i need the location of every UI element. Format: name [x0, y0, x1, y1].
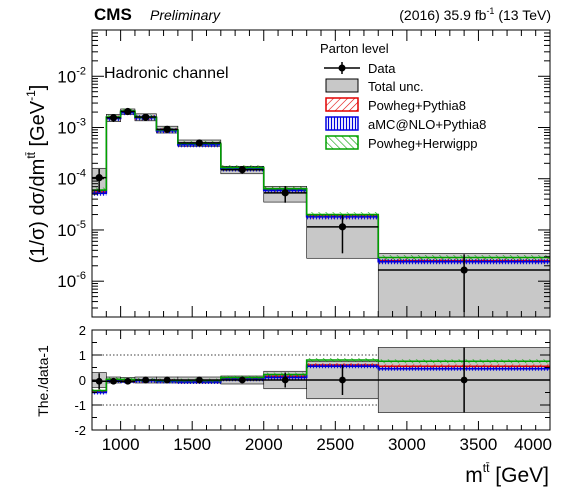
y-tick-base: 10	[57, 221, 76, 240]
ratio-y-axis-label: The./data-1	[35, 345, 51, 417]
legend-total-unc-swatch	[325, 78, 359, 93]
lumi-label: (2016) 35.9 fb-1 (13 TeV)	[399, 6, 551, 23]
data-point	[142, 113, 150, 121]
y-label-sup: tt̄	[24, 151, 38, 158]
y-label-close: ]	[27, 85, 49, 91]
legend-data-marker	[338, 64, 346, 72]
data-point	[95, 174, 103, 182]
legend-entry-amcnlo-pythia8: aMC@NLO+Pythia8	[325, 116, 486, 132]
ratio-y-ticks: -2 -1 0 1 2	[74, 323, 550, 438]
x-tick-label: 1000	[102, 435, 140, 454]
y-tick-label: 10-5	[57, 219, 86, 240]
x-label-unit: [GeV]	[489, 464, 549, 487]
channel-label: Hadronic channel	[104, 65, 229, 82]
main-y-ticks: 10-610-510-410-310-2	[57, 29, 550, 318]
legend-entry-data: Data	[324, 61, 396, 76]
ratio-data-point	[238, 376, 246, 384]
ratio-data-point	[281, 376, 289, 384]
status-label: Preliminary	[150, 7, 221, 23]
legend-label-total-unc: Total unc.	[368, 79, 424, 94]
x-tick-label: 3000	[388, 435, 426, 454]
legend-label-powheg-pythia8: Powheg+Pythia8	[368, 98, 466, 113]
y-tick-exp: -4	[76, 168, 86, 180]
data-point	[460, 266, 468, 274]
data-point	[281, 189, 289, 197]
x-tick-label: 2500	[316, 435, 354, 454]
ratio-data-point	[460, 376, 468, 384]
powheg-herwigpp-line	[92, 110, 550, 259]
main-x-ticks	[91, 30, 551, 317]
y-tick-exp: -6	[76, 270, 86, 282]
y-tick-exp: -5	[76, 219, 86, 231]
y-tick-label: 10-2	[57, 65, 86, 86]
legend-powheg-pythia8-swatch	[325, 97, 359, 112]
ratio-data-point	[142, 376, 150, 384]
x-tick-label: 2000	[245, 435, 283, 454]
data-point	[238, 166, 246, 174]
experiment-label: CMS	[94, 5, 132, 24]
y-tick-exp: -3	[76, 116, 86, 128]
legend-entry-powheg-herwigpp: Powheg+Herwigpp	[325, 135, 477, 151]
ratio-y-tick-label: -2	[74, 423, 86, 438]
data-points	[92, 107, 550, 313]
y-tick-label: 10-3	[57, 116, 86, 137]
ratio-data-point	[195, 376, 203, 384]
y-tick-base: 10	[57, 170, 76, 189]
y-tick-base: 10	[57, 118, 76, 137]
lumi-suffix: (13 TeV)	[494, 7, 551, 23]
ratio-y-tick-label: -1	[74, 398, 86, 413]
x-label-sup: tt̄	[483, 461, 490, 475]
y-tick-base: 10	[57, 67, 76, 86]
legend-powheg-herwigpp-swatch	[325, 135, 359, 150]
lumi-prefix: (2016) 35.9 fb	[399, 7, 486, 23]
main-y-axis-label: (1/σ) dσ/dmtt̄ [GeV-1]	[24, 85, 49, 264]
legend: Parton level Data Total unc. Powheg+Pyth…	[320, 41, 486, 151]
x-tick-label: 3500	[460, 435, 498, 454]
ratio-y-tick-label: 2	[79, 323, 86, 338]
y-label-unit: [GeV	[27, 100, 49, 152]
legend-entry-total-unc: Total unc.	[325, 78, 424, 94]
y-tick-label: 10-6	[57, 270, 86, 291]
ratio-panel: -2 -1 0 1 2 1000 1500 2000 2500 3000 3500 4000 The…	[35, 323, 552, 454]
y-label-main: (1/σ) dσ/dm	[27, 159, 49, 264]
ratio-data-point	[95, 377, 103, 385]
data-point	[338, 223, 347, 231]
y-tick-label: 10-4	[57, 168, 86, 189]
data-point	[124, 107, 132, 116]
x-tick-label: 4000	[514, 435, 552, 454]
legend-entry-powheg-pythia8: Powheg+Pythia8	[325, 97, 466, 113]
ratio-data-point	[163, 376, 171, 384]
ratio-y-tick-label: 1	[79, 348, 86, 363]
legend-label-powheg-herwigpp: Powheg+Herwigpp	[368, 136, 477, 151]
lumi-exp: -1	[486, 6, 494, 16]
y-tick-exp: -2	[76, 65, 86, 77]
x-label-main: m	[465, 464, 483, 487]
data-point	[163, 125, 171, 133]
y-tick-base: 10	[57, 272, 76, 291]
data-point	[109, 114, 118, 122]
legend-label-amcnlo-pythia8: aMC@NLO+Pythia8	[368, 117, 486, 132]
legend-label-data: Data	[368, 61, 396, 76]
ratio-y-tick-label: 0	[79, 373, 86, 388]
ratio-data-point	[110, 377, 117, 385]
y-label-unit-exp: -1	[24, 90, 38, 101]
legend-title: Parton level	[320, 41, 389, 56]
legend-amcnlo-pythia8-swatch	[325, 116, 359, 131]
ratio-data-point	[339, 376, 346, 384]
x-axis-label: mtt̄ [GeV]	[465, 461, 549, 487]
ratio-data-point	[124, 377, 132, 385]
main-panel: 10-610-510-410-310-2 Hadronic channel (1…	[24, 29, 551, 318]
ratio-x-ticks: 1000 1500 2000 2500 3000 3500 4000	[91, 330, 552, 454]
ratio-data-points	[92, 347, 550, 413]
x-tick-label: 1500	[173, 435, 211, 454]
data-point	[195, 139, 203, 147]
